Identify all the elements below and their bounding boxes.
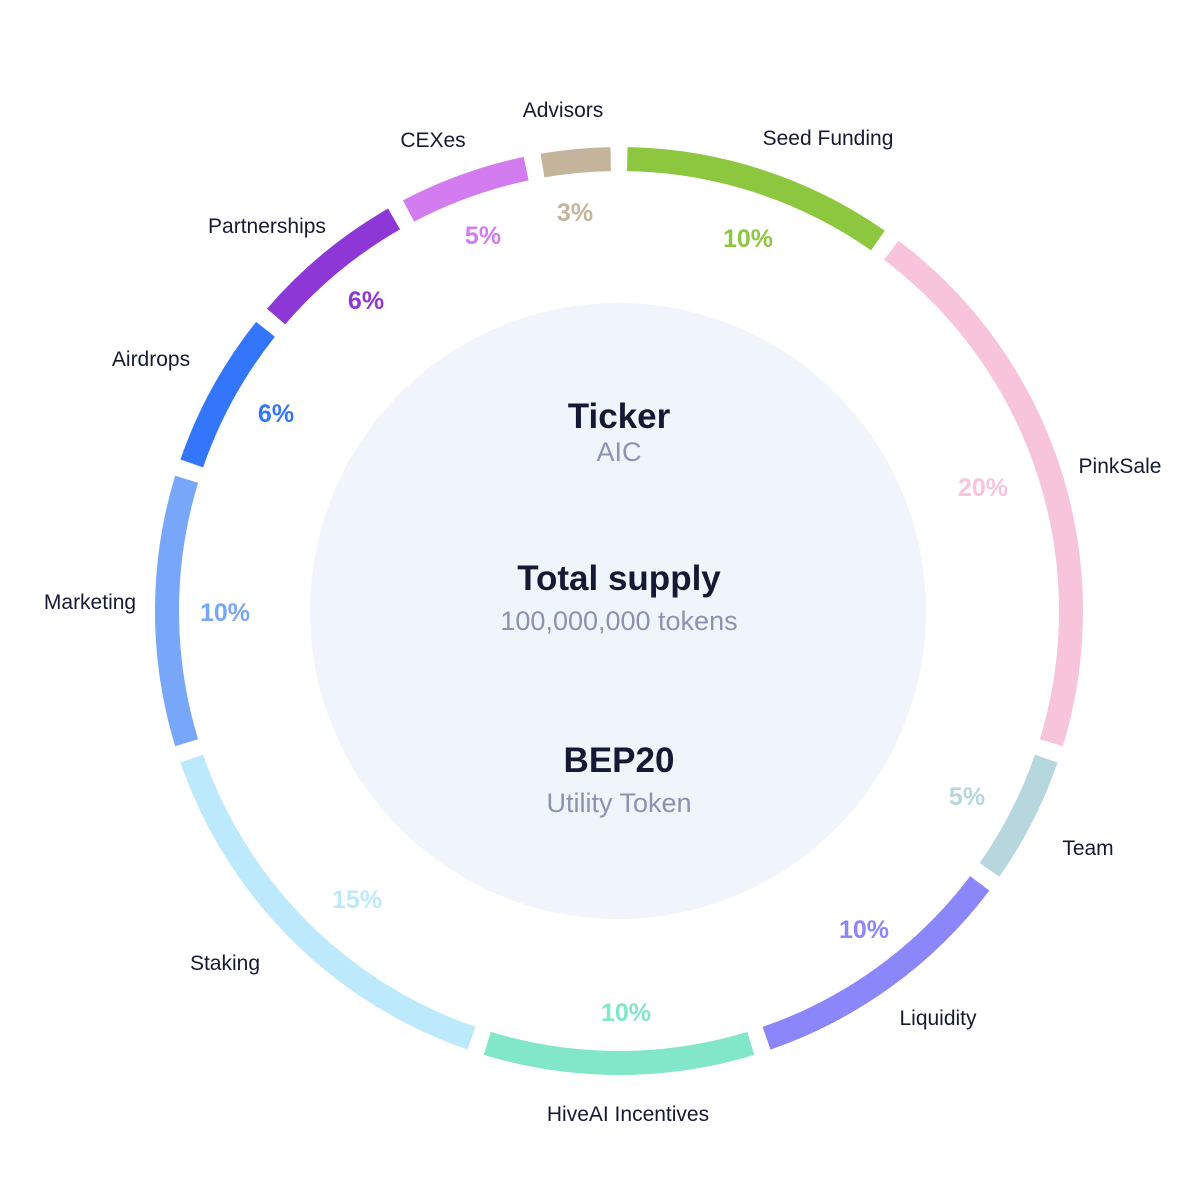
slice-partnerships [266,208,401,325]
slices [155,147,1083,1075]
slice-percent-label: 10% [839,916,889,944]
slice-seed-funding [627,147,885,251]
slice-percent-label: 10% [200,599,250,627]
ticker-title: Ticker [568,397,671,436]
labels: Seed Funding 10% PinkSale 20% Team 5% Liquidit… [44,99,1162,1126]
slice-label: Partnerships [208,215,326,238]
center-disc [310,303,926,919]
slice-label: Advisors [523,99,604,122]
slice-label: Seed Funding [763,127,894,150]
slice-staking [180,754,476,1050]
slice-label: PinkSale [1079,455,1162,478]
slice-percent-label: 6% [348,287,384,315]
slice-label: Airdrops [112,348,190,371]
slice-label: CEXes [400,129,465,152]
slice-percent-label: 5% [949,783,985,811]
standard-title: BEP20 [564,741,675,780]
slice-team [979,754,1058,877]
slice-hiveai-incentives [483,1031,755,1075]
slice-percent-label: 20% [958,474,1008,502]
slice-label: Liquidity [899,1007,977,1030]
slice-advisors [540,147,612,178]
slice-percent-label: 5% [465,222,501,250]
slice-label: Team [1062,837,1113,860]
slice-liquidity [762,876,990,1050]
slice-label: Staking [190,952,260,975]
slice-pinksale [884,240,1083,747]
slice-percent-label: 10% [723,225,773,253]
slice-percent-label: 10% [601,999,651,1027]
supply-value: 100,000,000 tokens [500,606,737,636]
standard-value: Utility Token [546,788,691,818]
slice-airdrops [180,321,275,468]
ticker-value: AIC [596,437,641,467]
slice-label: Marketing [44,591,136,614]
slice-label: HiveAI Incentives [547,1103,709,1126]
slice-percent-label: 15% [332,886,382,914]
slice-marketing [155,475,199,747]
slice-percent-label: 6% [258,400,294,428]
slice-cexes [402,156,529,222]
supply-title: Total supply [517,559,721,598]
slice-percent-label: 3% [557,199,593,227]
